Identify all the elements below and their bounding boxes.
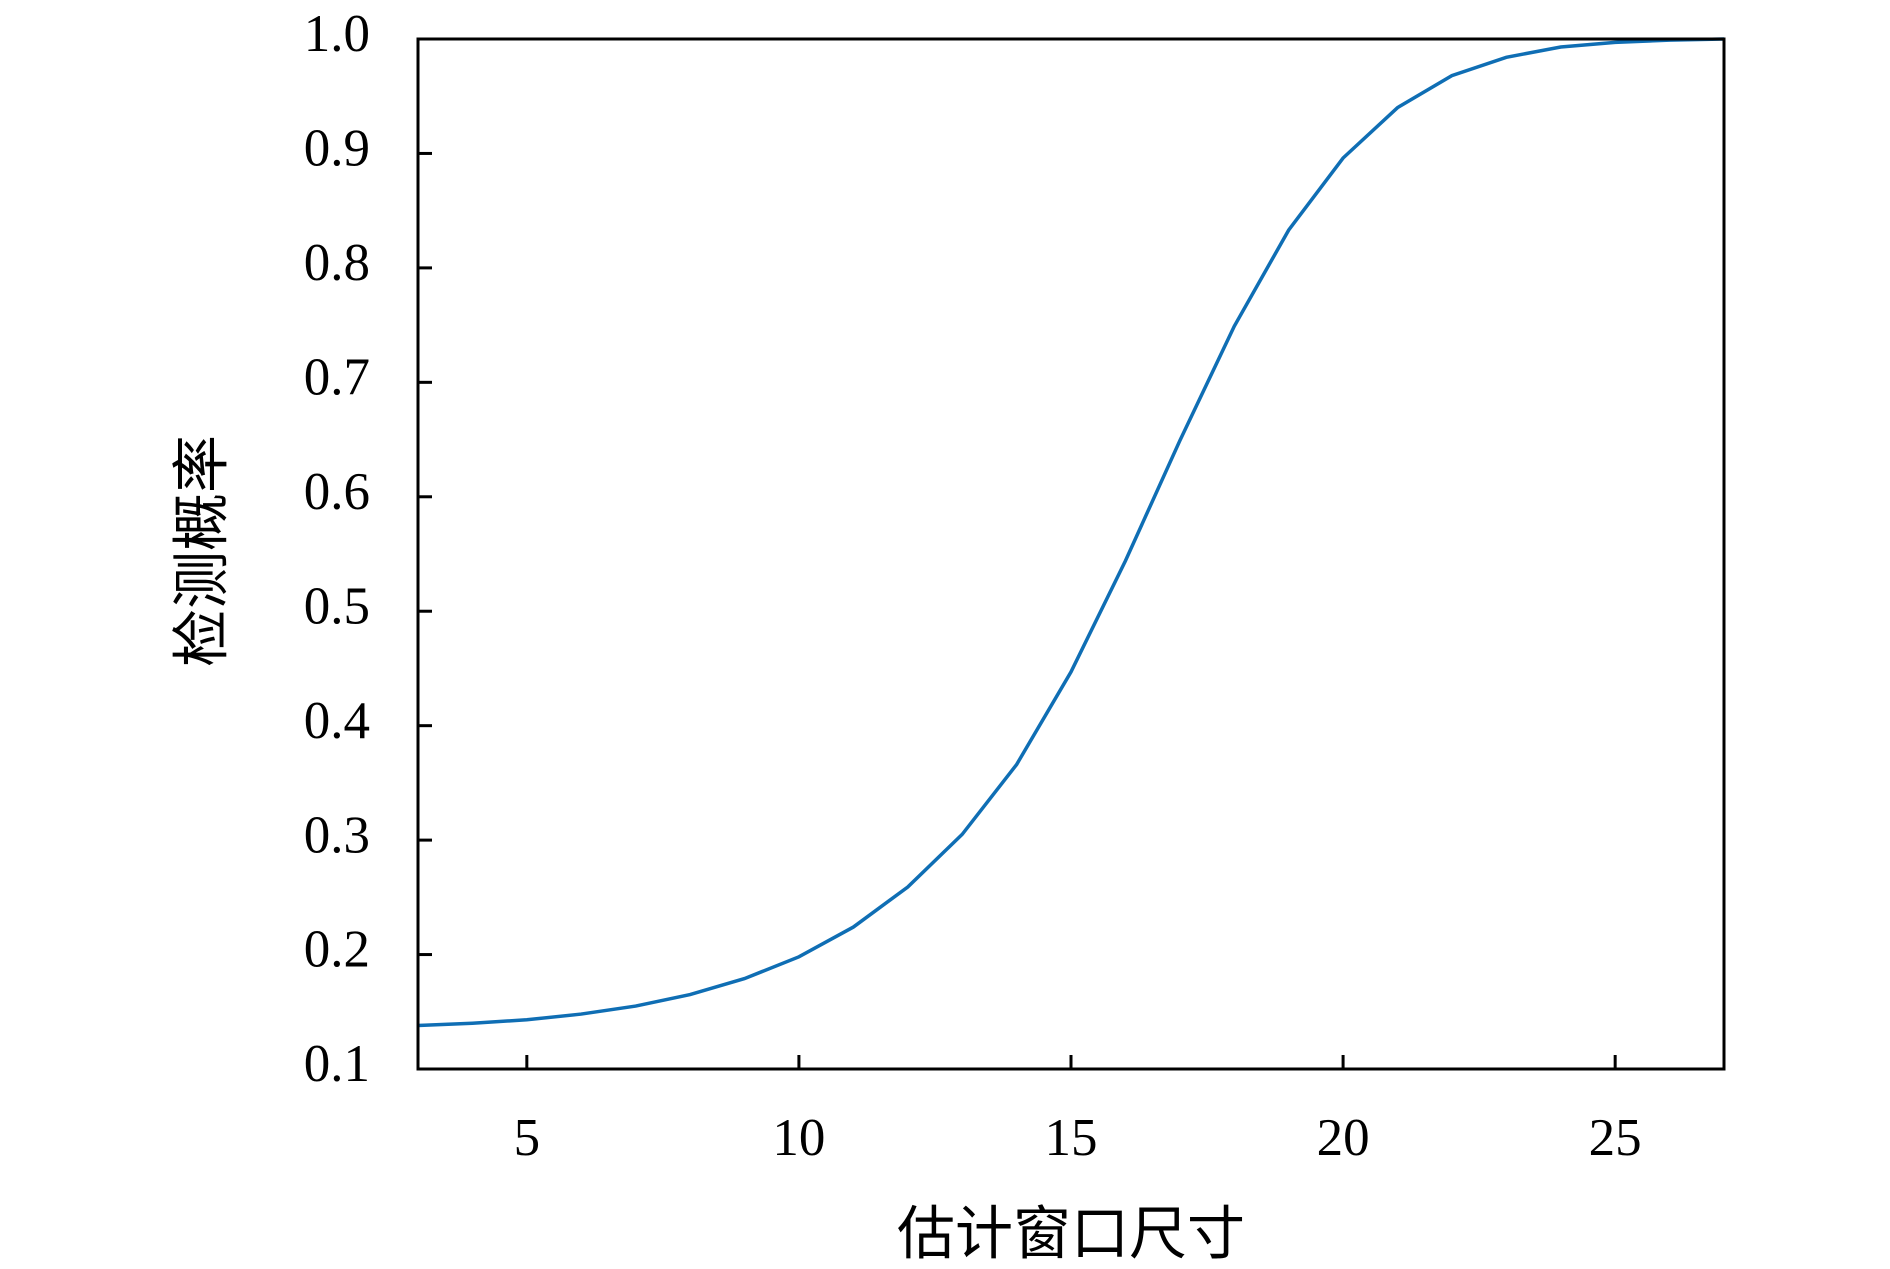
y-tick-label: 0.8 [304,234,370,292]
x-axis-label: 估计窗口尺寸 [897,1201,1245,1266]
y-tick-label: 0.2 [304,921,370,979]
y-tick-label: 0.7 [304,348,370,406]
y-axis-label: 检测概率 [169,435,234,667]
y-tick-label: 1.0 [304,5,370,63]
y-tick-label: 0.6 [304,463,370,521]
x-tick-label: 5 [514,1109,541,1167]
y-tick-label: 0.9 [304,120,370,178]
y-tick-label: 0.4 [304,692,370,750]
plot-frame [416,37,1726,1071]
y-tick-label: 0.3 [304,806,370,864]
data-line [417,37,1725,1028]
y-tick-label: 0.1 [304,1035,370,1093]
x-tick-label: 20 [1317,1109,1370,1167]
y-tick-label: 0.5 [304,577,370,635]
x-tick-label: 15 [1045,1109,1098,1167]
x-tick-label: 10 [772,1109,825,1167]
x-tick-label: 25 [1589,1109,1642,1167]
